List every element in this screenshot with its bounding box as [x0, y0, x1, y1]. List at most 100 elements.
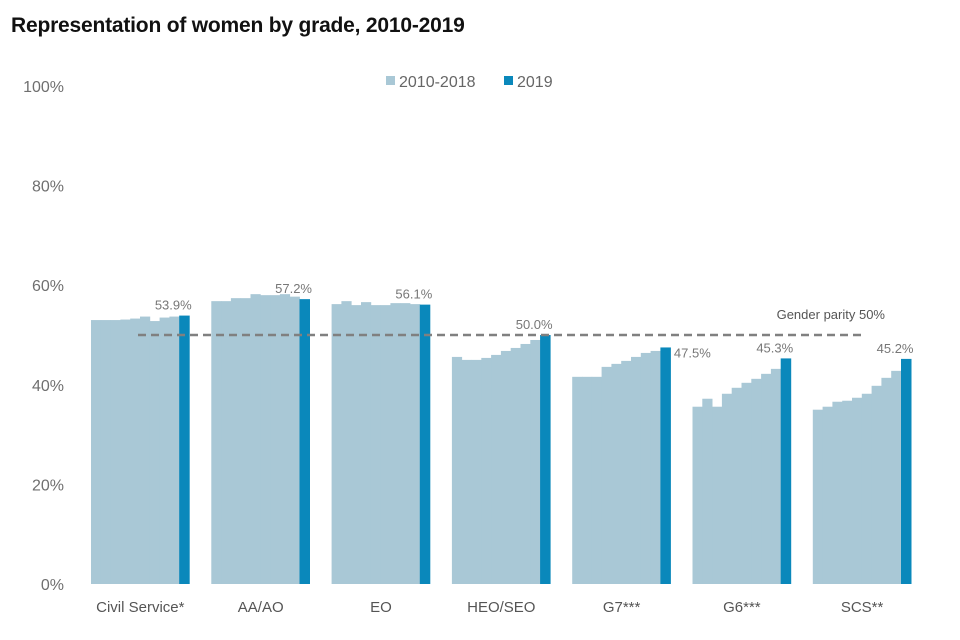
bar-history-2014 — [250, 294, 261, 584]
bar-history-2017 — [520, 343, 531, 584]
bar-group — [572, 347, 671, 584]
bar-2019 — [901, 358, 912, 584]
bar-history-2015 — [861, 393, 872, 584]
bars — [91, 294, 912, 584]
x-tick-label: EO — [370, 599, 392, 616]
bar-2019 — [780, 358, 792, 584]
x-tick-label: G7*** — [603, 599, 641, 616]
bar-history-2011 — [221, 301, 232, 584]
bar-history-2013 — [361, 302, 372, 584]
y-tick-label: 60% — [32, 278, 64, 295]
bar-history-2010 — [451, 356, 463, 584]
bar-history-2017 — [279, 294, 291, 584]
bar-group — [451, 335, 551, 584]
bar-history-2015 — [741, 382, 752, 584]
y-tick-label: 100% — [23, 79, 64, 96]
bar-history-2017 — [400, 303, 411, 584]
data-label-2019: 45.2% — [877, 341, 914, 356]
bar-history-2017 — [640, 352, 651, 584]
bar-history-2016 — [631, 356, 642, 584]
x-axis: Civil Service* AA/AO EO HEO/SEO G7*** G6*** SC… — [96, 599, 883, 616]
y-tick-label: 20% — [32, 477, 64, 494]
bar-history-2014 — [611, 363, 622, 584]
gender-parity-label: Gender parity 50% — [777, 307, 886, 322]
bar-history-2013 — [842, 400, 853, 584]
bar-history-2014 — [731, 387, 742, 584]
bar-history-2012 — [712, 406, 723, 584]
bar-history-2012 — [110, 320, 121, 584]
bar-group — [692, 358, 792, 584]
bar-history-2015 — [621, 360, 632, 584]
bar-history-2016 — [270, 295, 281, 584]
bar-history-2017 — [761, 373, 772, 584]
y-axis: 0% 20% 40% 60% 80% 100% — [23, 79, 64, 594]
data-label-2019: 45.3% — [756, 340, 793, 355]
legend-swatch-2010-2018 — [386, 76, 395, 85]
bar-history-2012 — [230, 298, 242, 584]
bar-history-2010 — [331, 304, 342, 584]
legend-label-2010-2018: 2010-2018 — [399, 74, 476, 91]
data-label-2019: 47.5% — [674, 346, 711, 361]
gender-parity-line-group: Gender parity 50% — [138, 307, 886, 337]
bar-history-2014 — [491, 354, 502, 584]
bar-history-2015 — [380, 305, 391, 584]
bar-history-2012 — [832, 401, 843, 584]
bar-history-2013 — [601, 366, 612, 584]
bar-history-2015 — [500, 350, 512, 584]
legend-swatch-2019 — [504, 76, 513, 85]
data-labels: 53.9% 57.2% 56.1% 50.0% 47.5% 45.3% 45.2% — [155, 281, 914, 360]
bar-history-2012 — [591, 376, 602, 584]
bar-history-2015 — [140, 316, 151, 584]
x-tick-label: G6*** — [723, 599, 761, 616]
bar-history-2010 — [91, 320, 102, 584]
x-tick-label: AA/AO — [238, 599, 284, 616]
bar-history-2018 — [650, 350, 661, 584]
bar-history-2016 — [871, 385, 882, 584]
bar-history-2017 — [881, 377, 892, 584]
bar-history-2016 — [390, 303, 401, 584]
bar-history-2011 — [702, 398, 713, 584]
bar-history-2013 — [721, 393, 733, 584]
legend-label-2019: 2019 — [517, 74, 553, 91]
bar-history-2011 — [341, 301, 352, 584]
bar-history-2012 — [351, 305, 362, 584]
bar-history-2018 — [770, 368, 782, 584]
bar-history-2011 — [461, 359, 472, 584]
data-label-2019: 50.0% — [516, 317, 553, 332]
bar-group — [331, 301, 431, 584]
bar-2019 — [299, 299, 310, 584]
y-tick-label: 80% — [32, 179, 64, 196]
bar-history-2016 — [510, 347, 521, 584]
x-tick-label: HEO/SEO — [467, 599, 535, 616]
data-label-2019: 56.1% — [395, 287, 432, 302]
bar-history-2014 — [130, 318, 141, 584]
bar-history-2012 — [471, 359, 482, 584]
data-label-2019: 57.2% — [275, 281, 312, 296]
bar-group — [211, 294, 310, 584]
bar-history-2018 — [169, 316, 180, 584]
bar-history-2018 — [410, 304, 421, 584]
chart-title: Representation of women by grade, 2010-2… — [11, 14, 465, 37]
bar-history-2011 — [822, 406, 833, 584]
bar-history-2015 — [260, 295, 271, 584]
bar-group — [91, 315, 190, 584]
bar-2019 — [660, 347, 671, 584]
bar-2019 — [179, 315, 190, 584]
y-tick-label: 0% — [41, 577, 64, 594]
legend: 2010-2018 2019 — [386, 74, 553, 91]
bar-history-2013 — [120, 319, 131, 584]
bar-history-2010 — [572, 376, 583, 584]
y-tick-label: 40% — [32, 378, 64, 395]
bar-history-2010 — [211, 301, 222, 584]
bar-history-2010 — [812, 409, 823, 584]
bar-history-2016 — [751, 378, 762, 584]
bar-history-2018 — [891, 370, 902, 584]
bar-history-2016 — [149, 321, 160, 584]
bar-history-2014 — [370, 305, 381, 584]
x-tick-label: SCS** — [841, 599, 884, 616]
bar-history-2018 — [530, 339, 541, 584]
bar-history-2014 — [852, 397, 863, 584]
bar-group — [812, 358, 912, 584]
data-label-2019: 53.9% — [155, 298, 192, 313]
